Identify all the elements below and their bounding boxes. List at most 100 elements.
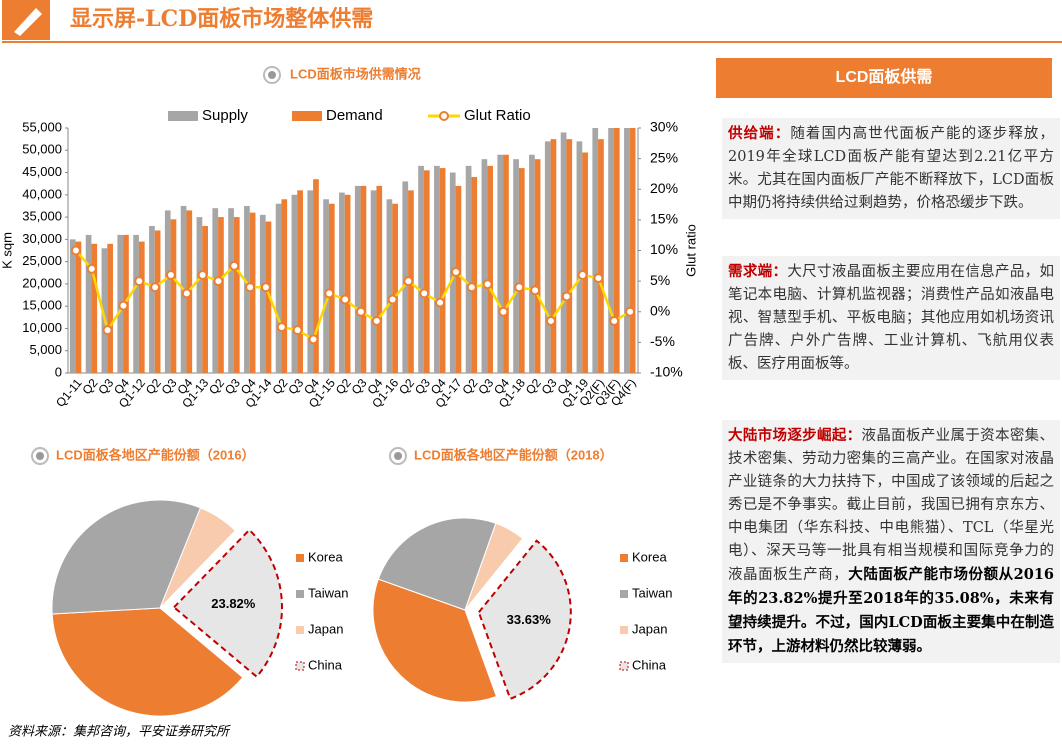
bar [392,203,398,373]
y-tick-label: 45,000 [22,164,62,179]
bar [598,139,604,373]
bar [149,226,155,373]
panel-title: LCD面板供需 [836,67,933,86]
bar [402,181,409,373]
bar [202,226,208,373]
bar [629,128,636,373]
glut-marker [466,282,477,293]
bar [503,154,509,373]
legend-label: Taiwan [308,585,348,600]
glut-marker [102,325,113,336]
glut-marker [387,294,398,305]
legend-swatch [619,661,629,671]
glut-marker [181,288,192,299]
bar [529,154,535,373]
y-tick-label: 5,000 [29,342,62,357]
source: 资料来源：集邦咨询，平安证券研究所 [8,724,231,740]
glut-marker [86,263,97,274]
y-tick-label: 25,000 [22,253,62,268]
y2-tick-label: 10% [650,241,678,257]
glut-marker [197,270,208,280]
bar [212,208,219,373]
pie-slice [477,539,572,701]
y-tick-label: 35,000 [22,209,62,224]
chart-title: LCD面板各地区产能份额（2018） [414,447,613,462]
bar [75,241,82,373]
chart-title: LCD面板市场供需情况 [290,66,421,81]
legend-label: Korea [632,549,667,564]
glut-marker [371,315,382,326]
y-tick-label: 20,000 [22,275,62,290]
bar [228,208,234,373]
bar [265,221,272,373]
title-icon [394,452,402,460]
legend-swatch [168,111,198,121]
y2-tick-label: 0% [650,302,670,318]
bar [297,190,303,373]
bar [291,194,298,373]
bar [360,185,367,373]
glut-marker [435,297,446,308]
data-label: 33.63% [507,612,552,627]
bar [418,165,424,373]
legend-swatch [292,111,322,121]
bar [69,239,76,373]
bar [154,230,161,373]
glut-marker [150,282,161,293]
bar [439,168,446,373]
glut-marker [213,276,224,287]
legend-marker [439,111,449,121]
glut-marker [134,276,145,287]
paragraph-text: 随着国内高世代面板产能的逐步释放，2019年全球LCD面板产能有望达到2.21亿… [728,126,1055,211]
bar [513,159,519,373]
bar [344,194,351,373]
paragraph-head: 大陆市场逐步崛起： [728,427,862,444]
glut-marker [450,266,461,277]
bar [164,210,171,373]
y2-tick-label: 20% [650,180,678,196]
bar [323,199,329,373]
panel-header [716,58,1052,98]
data-label: 23.82% [211,596,256,611]
y-tick-label: 40,000 [22,186,62,201]
y2-tick-label: 15% [650,211,678,227]
x-tick-label: Q1-11 [53,376,85,410]
glut-marker [482,279,493,290]
y-tick-label: 50,000 [22,142,62,157]
pie-slice [51,499,202,615]
bar [259,214,266,373]
y2-tick-label: 30% [650,119,678,135]
bar [471,177,478,373]
bar [582,152,588,373]
legend-swatch [296,590,304,598]
paragraph: 需求端：大尺寸液晶面板主要应用在信息产品，如笔记本电脑、计算机监视器；消费性产品… [722,256,1060,380]
bar [281,199,288,373]
y2-tick-label: -5% [650,333,675,349]
legend-label: Glut Ratio [464,107,531,124]
bar [101,248,108,373]
bar [455,185,462,373]
bar [133,234,139,373]
y-tick-label: 15,000 [22,298,62,313]
y-tick-label: 10,000 [22,320,62,335]
bar [370,190,377,373]
bar [313,179,319,373]
y-tick-label: 0 [55,364,62,379]
bar [328,203,335,373]
pie-slice [377,517,497,611]
glut-marker [530,285,541,296]
bar [91,243,98,373]
pie-slice [172,528,283,679]
glut-marker [498,306,509,317]
bar [550,139,557,373]
glut-marker [308,334,319,345]
bar [481,159,488,373]
bar [196,217,203,373]
glut-marker [577,270,588,280]
bar [576,141,583,373]
glut-marker [340,294,351,305]
bar [534,159,541,373]
bar [339,192,345,373]
glut-marker [609,315,620,326]
y-axis-label: K sqm [0,232,14,269]
